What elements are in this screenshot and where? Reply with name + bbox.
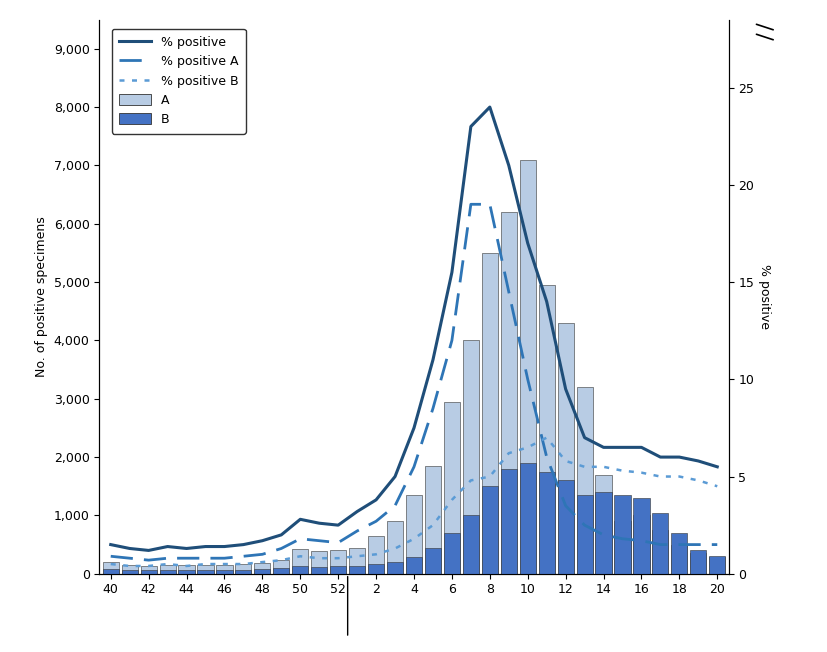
Bar — [557, 323, 573, 574]
Bar — [122, 570, 137, 574]
Bar — [538, 285, 554, 574]
Bar — [273, 560, 289, 574]
Bar — [254, 569, 270, 574]
Bar — [690, 554, 705, 574]
Bar — [576, 387, 592, 574]
Bar — [633, 498, 648, 574]
Bar — [424, 548, 441, 574]
Bar — [160, 565, 175, 574]
Bar — [141, 565, 156, 574]
Bar — [197, 570, 213, 574]
Bar — [424, 466, 441, 574]
Bar — [386, 562, 403, 574]
Bar — [122, 565, 137, 574]
Bar — [160, 570, 175, 574]
Bar — [235, 565, 251, 574]
Bar — [141, 570, 156, 574]
Bar — [330, 566, 346, 574]
Bar — [690, 550, 705, 574]
Bar — [595, 475, 611, 574]
Bar — [349, 566, 365, 574]
Bar — [671, 533, 686, 574]
Bar — [709, 556, 724, 574]
Bar — [103, 569, 118, 574]
Bar — [197, 565, 213, 574]
Bar — [235, 570, 251, 574]
Bar — [614, 495, 630, 574]
Bar — [311, 567, 327, 574]
Bar — [652, 530, 667, 574]
Bar — [386, 521, 403, 574]
Bar — [311, 551, 327, 574]
Bar — [405, 495, 422, 574]
Bar — [349, 548, 365, 574]
Bar — [405, 557, 422, 574]
Bar — [273, 568, 289, 574]
Bar — [254, 563, 270, 574]
Bar — [330, 550, 346, 574]
Y-axis label: No. of positive specimens: No. of positive specimens — [35, 216, 48, 377]
Bar — [709, 557, 724, 574]
Y-axis label: % positive: % positive — [757, 264, 770, 329]
Bar — [103, 562, 118, 574]
Bar — [179, 565, 194, 574]
Bar — [367, 565, 384, 574]
Bar — [614, 521, 630, 574]
Bar — [216, 570, 232, 574]
Bar — [443, 402, 460, 574]
Bar — [292, 549, 308, 574]
Bar — [500, 212, 516, 574]
Bar — [443, 533, 460, 574]
Bar — [292, 566, 308, 574]
Bar — [179, 570, 194, 574]
Bar — [671, 544, 686, 574]
Bar — [367, 536, 384, 574]
Bar — [462, 516, 478, 574]
Bar — [557, 481, 573, 574]
Bar — [538, 471, 554, 574]
Legend: % positive, % positive A, % positive B, A, B: % positive, % positive A, % positive B, … — [112, 29, 246, 134]
Bar — [595, 492, 611, 574]
Bar — [519, 463, 535, 574]
Bar — [462, 340, 478, 574]
Bar — [500, 469, 516, 574]
Bar — [652, 512, 667, 574]
Bar — [633, 516, 648, 574]
Bar — [481, 253, 497, 574]
Bar — [481, 486, 497, 574]
Bar — [519, 160, 535, 574]
Bar — [576, 495, 592, 574]
Bar — [216, 565, 232, 574]
